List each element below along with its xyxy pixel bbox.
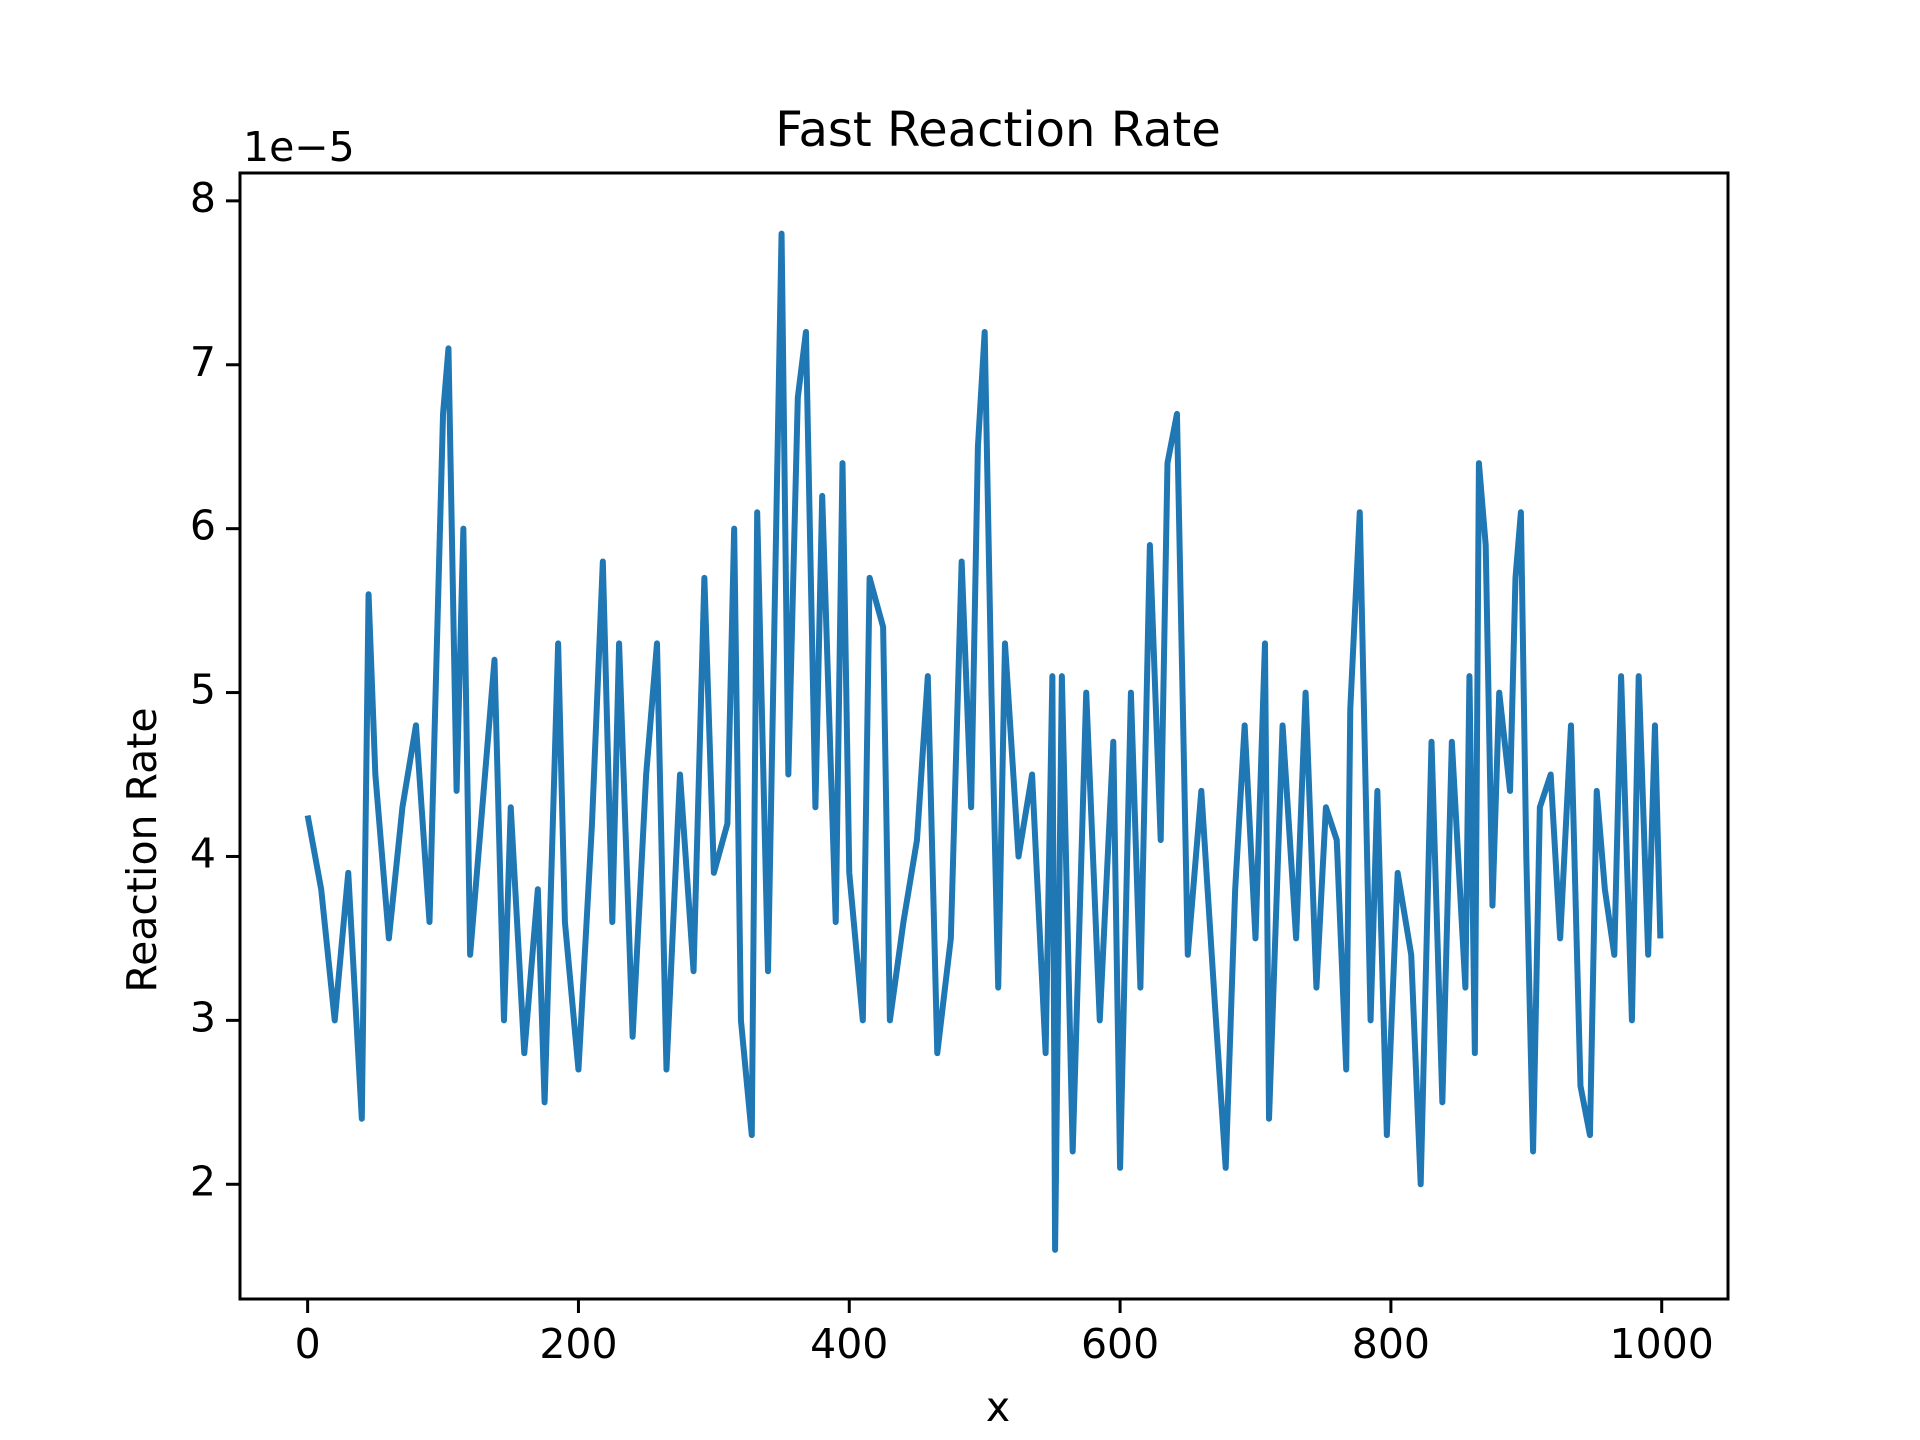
- chart-title: Fast Reaction Rate: [775, 102, 1221, 158]
- x-tick-label: 600: [1081, 1320, 1159, 1368]
- y-tick-label: 2: [190, 1157, 216, 1205]
- y-tick-label: 3: [190, 993, 216, 1041]
- y-axis-label: Reaction Rate: [118, 707, 166, 992]
- x-tick-label: 0: [295, 1320, 321, 1368]
- x-axis-label: x: [986, 1383, 1010, 1431]
- y-tick-label: 8: [190, 174, 216, 222]
- x-tick-label: 400: [810, 1320, 888, 1368]
- y-offset-label: 1e−5: [243, 123, 355, 171]
- x-tick-label: 1000: [1610, 1320, 1714, 1368]
- y-tick-label: 4: [190, 829, 216, 877]
- x-tick-label: 800: [1352, 1320, 1430, 1368]
- y-tick-label: 7: [190, 338, 216, 386]
- x-tick-label: 200: [539, 1320, 617, 1368]
- y-tick-label: 5: [190, 666, 216, 714]
- y-tick-label: 6: [190, 502, 216, 550]
- data-line: [304, 230, 1664, 1253]
- plot-frame: [238, 171, 1730, 1301]
